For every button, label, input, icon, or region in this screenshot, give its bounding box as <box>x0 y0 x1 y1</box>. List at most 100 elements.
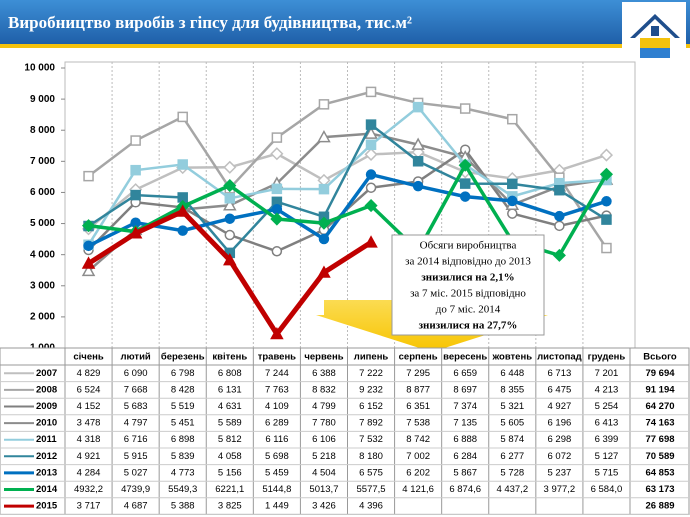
annotation-line: знизилися на 2,1% <box>421 272 514 284</box>
marker <box>554 210 565 222</box>
table-value: 6 131 <box>218 384 242 395</box>
table-value: 7 668 <box>124 384 148 395</box>
table-value: 4 799 <box>312 401 336 412</box>
marker <box>507 195 518 207</box>
marker <box>271 204 283 215</box>
marker <box>364 235 378 248</box>
marker <box>552 248 566 262</box>
marker <box>412 156 424 167</box>
table-value: 8 832 <box>312 384 336 395</box>
x-tick-label: лютий <box>121 352 151 363</box>
chart-title: Виробництво виробів з гіпсу для будівниц… <box>8 13 412 32</box>
y-tick-label: 10 000 <box>24 63 55 74</box>
marker <box>223 198 237 211</box>
table-value: 5 451 <box>171 418 195 429</box>
x-tick-label: червень <box>304 352 343 363</box>
marker <box>601 242 612 254</box>
table-value: 5 683 <box>124 401 148 412</box>
marker <box>318 183 330 195</box>
table-value: 7 374 <box>453 401 477 412</box>
table-value: 4 631 <box>218 401 242 412</box>
table-value: 4 437,2 <box>496 484 528 495</box>
marker <box>270 147 284 161</box>
table-value: 8 742 <box>406 434 430 445</box>
x-tick-label: липень <box>354 352 389 363</box>
table-value: 7 538 <box>406 418 430 429</box>
table-value: 6 524 <box>77 384 101 395</box>
x-tick-label: вересень <box>443 352 487 363</box>
table-value: 5 519 <box>171 401 195 412</box>
marker <box>412 101 424 113</box>
table-value: 4 797 <box>124 418 148 429</box>
marker <box>224 193 236 204</box>
table-value: 4 504 <box>312 467 336 478</box>
marker <box>365 182 377 193</box>
marker <box>318 233 330 245</box>
table-value: 5 254 <box>595 401 619 412</box>
legend-label: 2010 <box>36 418 57 429</box>
table-value: 3 825 <box>218 501 242 512</box>
table-value: 5 874 <box>500 434 524 445</box>
marker <box>81 263 96 277</box>
y-tick-label: 4 000 <box>30 249 55 260</box>
marker <box>271 246 283 257</box>
table-value: 1 449 <box>265 501 289 512</box>
table-total: 77 698 <box>645 434 674 445</box>
marker <box>224 229 236 241</box>
table-value: 5 218 <box>312 451 336 462</box>
table-value: 5 839 <box>171 451 195 462</box>
marker <box>601 196 612 207</box>
table-value: 6 351 <box>406 401 430 412</box>
legend-label: 2007 <box>36 368 57 379</box>
marker <box>130 135 141 146</box>
table-value: 6 584,0 <box>591 484 623 495</box>
table-value: 6 475 <box>547 384 571 395</box>
table-value: 9 232 <box>359 384 383 395</box>
table-value: 5 812 <box>218 434 242 445</box>
table-value: 4 396 <box>359 501 383 512</box>
x-tick-label: листопад <box>537 352 582 363</box>
table-value: 8 877 <box>406 384 430 395</box>
annotation-arrow <box>316 234 548 352</box>
marker <box>459 103 471 114</box>
x-tick-label: квітень <box>212 352 247 363</box>
marker <box>223 179 237 193</box>
series-line <box>87 90 608 249</box>
marker <box>554 184 565 196</box>
table-value: 4 121,6 <box>402 484 434 495</box>
table-value: 6 289 <box>265 418 289 429</box>
table-total: 91 194 <box>645 384 675 395</box>
marker <box>364 126 378 139</box>
table-value: 5 728 <box>500 467 524 478</box>
table-value: 4 773 <box>171 467 195 478</box>
series-line <box>87 122 608 255</box>
x-tick-label: січень <box>73 352 103 363</box>
table-value: 8 428 <box>171 384 195 395</box>
marker <box>318 99 330 110</box>
table-value: 6 448 <box>500 368 524 379</box>
table-value: 6 106 <box>312 434 336 445</box>
table-value: 4 213 <box>595 384 619 395</box>
marker <box>459 178 471 189</box>
table-value: 8 355 <box>500 384 524 395</box>
table-value: 5 589 <box>218 418 242 429</box>
table-value: 4 927 <box>547 401 571 412</box>
table-value: 5 027 <box>124 467 148 478</box>
table-value: 6 716 <box>124 434 148 445</box>
marker <box>507 113 518 125</box>
table-value: 5 715 <box>595 467 619 478</box>
table-value: 6 284 <box>453 451 477 462</box>
marker <box>271 183 283 195</box>
table-value: 6 798 <box>171 368 195 379</box>
table-value: 7 201 <box>595 368 619 379</box>
marker <box>458 158 472 172</box>
table-value: 6 196 <box>547 418 571 429</box>
legend-label: 2012 <box>36 451 57 462</box>
marker <box>317 265 331 278</box>
marker <box>599 148 614 162</box>
table-value: 6 116 <box>265 434 288 445</box>
table-value: 6 399 <box>595 434 619 445</box>
y-tick-label: 6 000 <box>30 187 55 198</box>
table-value: 6 298 <box>547 434 571 445</box>
marker <box>507 178 518 190</box>
